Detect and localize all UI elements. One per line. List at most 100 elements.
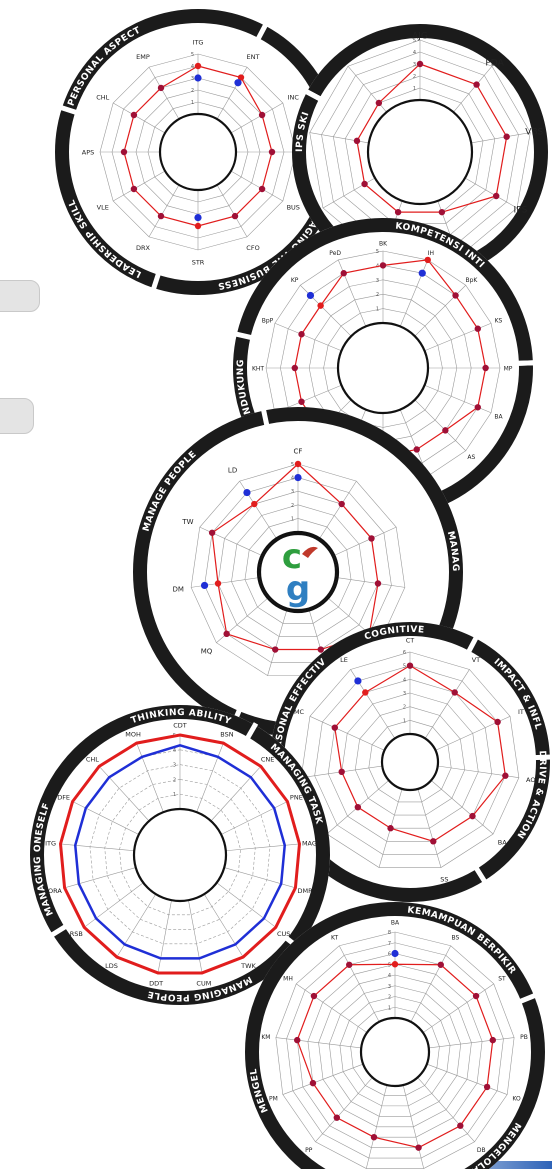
category-label: MP: [504, 366, 513, 373]
tick-label: 2: [388, 995, 391, 1001]
series-point-1: [374, 580, 382, 587]
category-label: TW: [181, 518, 193, 526]
category-label: SS: [440, 876, 448, 884]
spoke: [230, 102, 284, 134]
grid-ring: [244, 518, 352, 624]
grid-ring: [300, 651, 520, 868]
series-point-1: [451, 689, 458, 696]
series-point-1: [333, 1114, 341, 1121]
series-point-1: [157, 84, 165, 92]
tick-label: 4: [173, 748, 176, 754]
logo-letter-g: g: [286, 569, 310, 609]
spoke: [267, 610, 288, 676]
tick-label: 3: [173, 763, 176, 769]
cloud-shape-top: [0, 280, 40, 312]
ring-gap: [473, 865, 488, 884]
category-label: LD: [228, 467, 237, 475]
ring-gap: [304, 88, 323, 102]
series-point-1: [291, 364, 298, 372]
category-label: TWK: [240, 962, 256, 970]
spoke: [112, 102, 166, 134]
ring-gap: [244, 722, 259, 741]
series-point-1: [354, 803, 362, 811]
tick-label: 5: [388, 962, 391, 968]
series-point-1: [157, 212, 165, 220]
category-label: CF: [294, 448, 303, 456]
series-point-1: [375, 99, 383, 107]
tick-label: 6: [403, 650, 406, 656]
series-point-1: [452, 292, 459, 299]
spoke: [148, 184, 180, 238]
category-label: IPS: [514, 206, 528, 216]
grid-ring: [286, 942, 504, 1159]
category-label: CFO: [246, 244, 259, 252]
grid-ring: [368, 720, 452, 803]
category-label: ORA: [48, 887, 62, 895]
series-point-1: [310, 992, 318, 1000]
series-point-1: [214, 580, 222, 587]
series-point-1: [502, 772, 509, 779]
inner-circle: [380, 732, 440, 792]
logo-letter-c: c: [282, 537, 302, 577]
ring-gap: [234, 331, 253, 341]
spoke: [275, 1037, 362, 1049]
category-label: INC: [288, 94, 300, 102]
spoke: [225, 843, 300, 852]
tick-label: 5: [376, 249, 379, 255]
series-point-1: [130, 111, 138, 119]
tick-label: 1: [191, 100, 194, 106]
tick-label: 3: [388, 984, 391, 990]
spoke: [112, 170, 166, 202]
series-point-1: [258, 185, 266, 193]
spoke: [337, 577, 405, 588]
tick-label: 4: [191, 64, 194, 70]
category-label: DRX: [136, 244, 151, 252]
spoke: [426, 1063, 508, 1095]
spoke: [216, 184, 248, 238]
inner-circle: [158, 112, 238, 192]
grid-ring: [307, 963, 483, 1138]
series-point-1: [317, 302, 324, 309]
series-point-1: [294, 1036, 301, 1044]
spoke: [430, 780, 494, 835]
series-point-2: [234, 79, 242, 87]
series-point-2: [200, 581, 209, 590]
series-point-2: [194, 74, 202, 82]
spoke: [365, 1084, 388, 1169]
series-point-1: [130, 185, 138, 193]
category-label: KT: [331, 934, 338, 941]
category-label: VT: [472, 656, 480, 664]
series-point-1: [430, 838, 437, 845]
tick-label: 2: [376, 292, 379, 298]
spoke: [422, 983, 494, 1033]
category-label: BK: [379, 241, 388, 248]
series-point-1: [298, 398, 305, 405]
spoke: [402, 1084, 425, 1169]
category-label: VLE: [97, 204, 109, 212]
spoke: [221, 801, 288, 835]
category-label: PP: [305, 1147, 313, 1154]
series-point-1: [268, 148, 276, 156]
tick-label: 4: [291, 476, 294, 482]
category-label: ITG: [45, 840, 56, 848]
series-point-1: [472, 992, 480, 1000]
tick-label: 3: [403, 691, 406, 697]
spoke: [417, 788, 442, 868]
category-label: EMP: [136, 53, 150, 61]
category-label: VBS: [525, 127, 543, 137]
ring-gap: [150, 272, 162, 291]
series-point-1: [120, 148, 128, 156]
series-point-1: [482, 364, 489, 372]
category-label: STR: [192, 259, 205, 267]
category-label: ITG: [193, 39, 204, 47]
series-point-2: [418, 269, 426, 277]
grid-ring: [190, 463, 406, 676]
category-label: DDT: [149, 979, 163, 987]
tick-label: 1: [173, 792, 176, 798]
series-point-1: [489, 1036, 496, 1044]
series-point-1: [194, 222, 202, 230]
series-point-1: [368, 535, 375, 542]
category-label: CT: [406, 637, 415, 645]
category-label: DFE: [57, 794, 70, 802]
